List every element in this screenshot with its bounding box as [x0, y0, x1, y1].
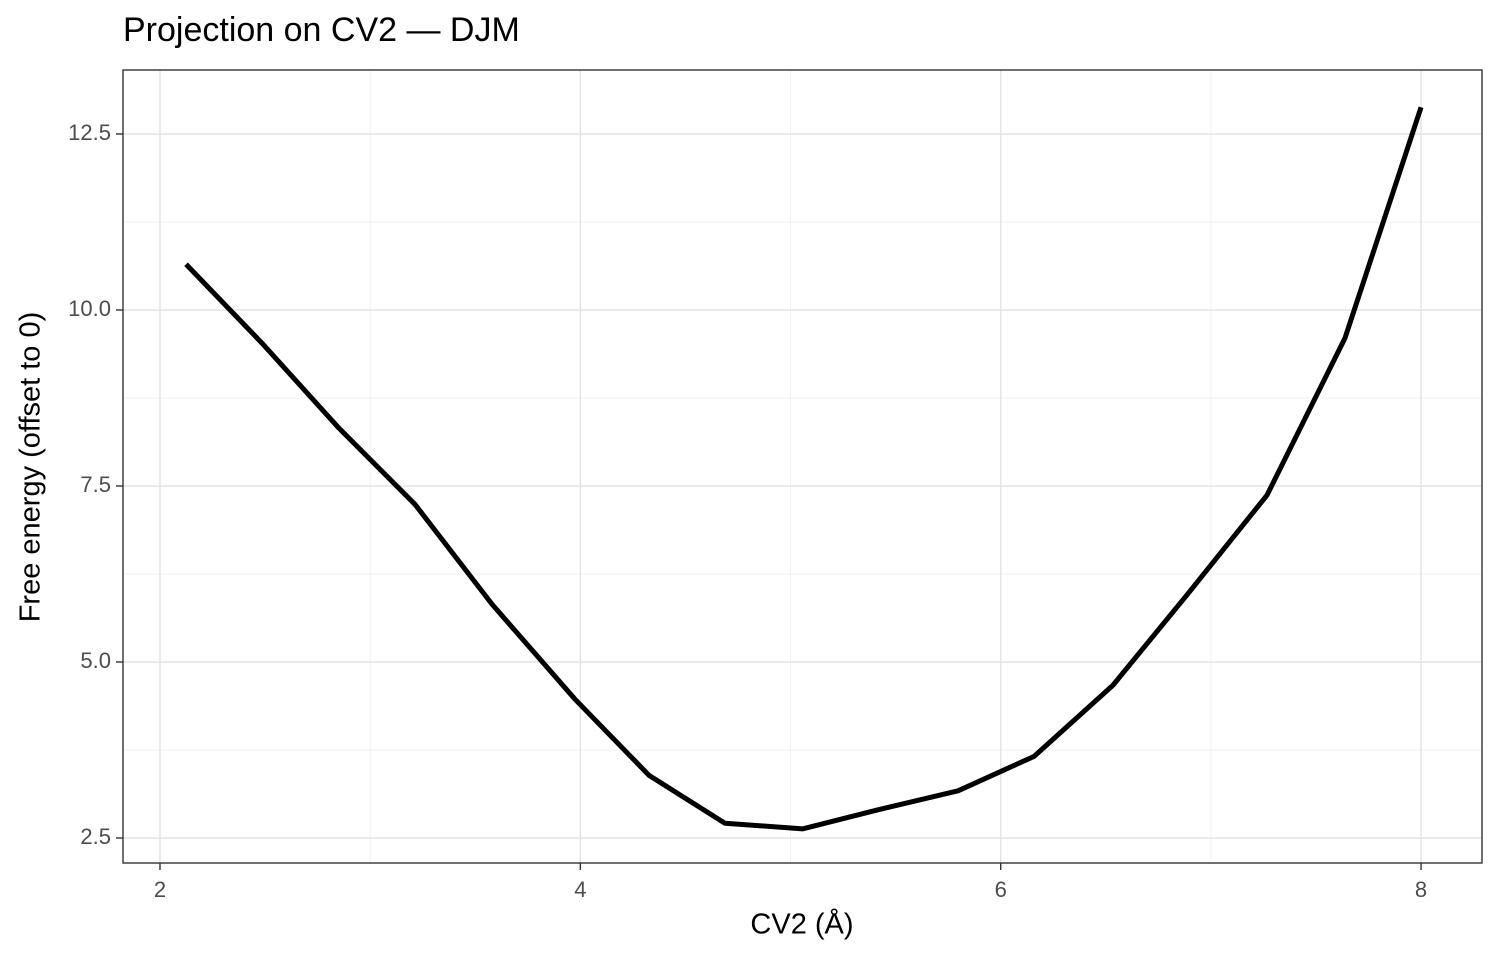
- y-tick-label: 12.5: [68, 120, 111, 145]
- x-tick-label: 4: [574, 877, 586, 902]
- x-tick-label: 2: [154, 877, 166, 902]
- data-line: [184, 106, 1424, 832]
- chart-title: Projection on CV2 — DJM: [123, 11, 520, 49]
- y-tick-label: 10.0: [68, 296, 111, 321]
- x-axis-label: CV2 (Å): [750, 908, 853, 941]
- y-tick-label: 2.5: [80, 824, 111, 849]
- y-tick-label: 7.5: [80, 472, 111, 497]
- plot-border: [122, 69, 1483, 864]
- y-axis-label: Free energy (offset to 0): [15, 312, 47, 623]
- x-tick-label: 8: [1415, 877, 1427, 902]
- x-tick-label: 6: [995, 877, 1007, 902]
- y-tick-label: 5.0: [80, 648, 111, 673]
